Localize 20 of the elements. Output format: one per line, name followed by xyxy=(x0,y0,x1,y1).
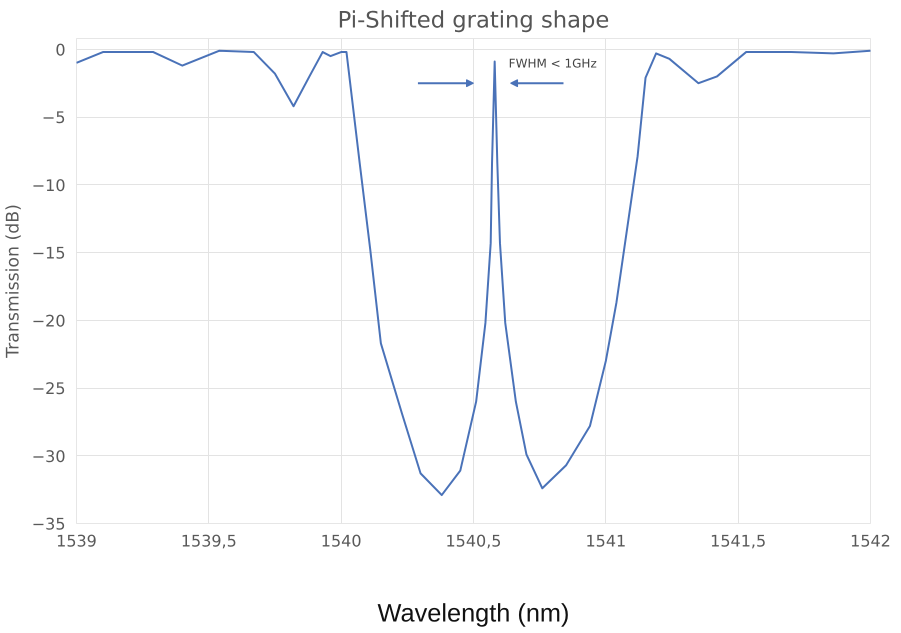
y-tick-label: −25 xyxy=(32,379,66,398)
y-tick-label: −15 xyxy=(32,244,66,263)
annotation: FWHM < 1GHz xyxy=(508,56,597,71)
x-tick-label: 1542 xyxy=(850,532,891,550)
x-tick-label: 1539,5 xyxy=(180,532,237,550)
x-tick-label: 1541 xyxy=(585,532,626,550)
y-tick-label: −35 xyxy=(32,514,66,534)
x-tick-label: 1539 xyxy=(56,532,97,550)
chart-title: Pi-Shifted grating shape xyxy=(338,8,610,34)
y-tick-label: −5 xyxy=(42,108,66,128)
y-tick-label: −30 xyxy=(32,446,66,466)
x-tick-label: 1541,5 xyxy=(710,532,766,550)
y-axis-title: Transmission (dB) xyxy=(4,204,24,359)
x-axis-title: Wavelength (nm) xyxy=(378,600,570,628)
line-series xyxy=(76,50,870,496)
x-tick-label: 1540 xyxy=(320,532,362,550)
y-tick-label: −10 xyxy=(32,176,66,195)
x-tick-label: 1540,5 xyxy=(446,532,502,550)
y-tick-label: 0 xyxy=(55,40,66,60)
y-tick-label: −20 xyxy=(32,311,66,330)
